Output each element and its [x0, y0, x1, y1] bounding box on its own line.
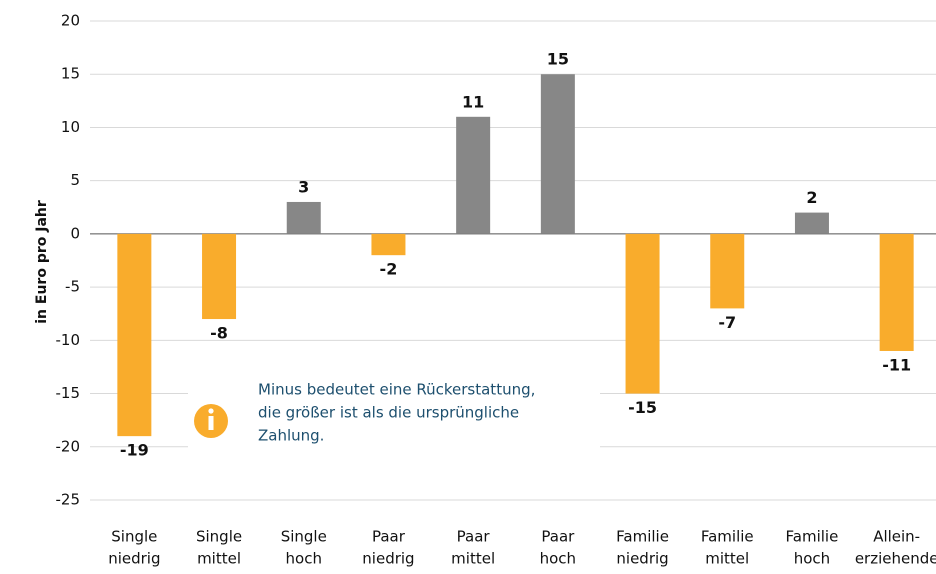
x-tick-label: hoch [540, 550, 576, 568]
x-tick-label: Paar [457, 528, 491, 546]
x-tick-label: Paar [541, 528, 575, 546]
data-label: 11 [462, 92, 484, 111]
bar [202, 233, 237, 320]
bar [456, 116, 491, 234]
data-label: 15 [547, 50, 569, 69]
data-label: 3 [298, 177, 309, 196]
y-tick-label: -20 [56, 437, 81, 455]
x-tick-label: niedrig [362, 550, 414, 568]
x-tick-label: niedrig [108, 550, 160, 568]
x-tick-label: Familie [616, 528, 669, 546]
x-tick-label: hoch [794, 550, 830, 568]
x-tick-label: mittel [705, 550, 749, 568]
y-tick-label: -25 [56, 491, 81, 509]
bar [710, 233, 745, 309]
x-tick-label: mittel [197, 550, 241, 568]
x-tick-label: Allein- [873, 528, 920, 546]
y-axis-label: in Euro pro Jahr [34, 200, 50, 324]
data-label: -8 [210, 324, 228, 343]
x-tick-label: niedrig [616, 550, 668, 568]
annotation-background [188, 364, 600, 464]
bar [117, 233, 152, 437]
x-tick-label: erziehende [855, 550, 936, 568]
x-tick-label: Single [111, 528, 157, 546]
bar [794, 212, 829, 234]
y-tick-label: 10 [61, 118, 80, 136]
y-tick-label: 15 [61, 65, 80, 83]
y-tick-label: 5 [70, 171, 80, 189]
x-tick-label: Single [196, 528, 242, 546]
y-tick-label: 0 [70, 224, 80, 242]
bar [286, 201, 321, 234]
data-label: 2 [806, 188, 817, 207]
y-tick-label: -10 [56, 331, 81, 349]
x-tick-label: hoch [286, 550, 322, 568]
y-tick-label: 20 [61, 12, 80, 30]
data-label: -11 [882, 355, 911, 374]
data-label: -2 [380, 260, 398, 279]
bar [625, 233, 660, 394]
data-label: -7 [718, 313, 736, 332]
y-tick-label: -5 [65, 278, 80, 296]
annotation-text: Zahlung. [258, 427, 324, 445]
info-icon-dot [208, 408, 214, 414]
bar [879, 233, 914, 351]
x-tick-label: Single [281, 528, 327, 546]
bar [371, 233, 406, 256]
x-tick-label: Paar [372, 528, 406, 546]
data-label: -19 [120, 441, 149, 460]
bar [540, 74, 575, 234]
y-tick-label: -15 [56, 384, 81, 402]
annotation-text: die größer ist als die ursprüngliche [258, 404, 519, 422]
x-tick-label: Familie [786, 528, 839, 546]
x-tick-label: mittel [451, 550, 495, 568]
annotation-text: Minus bedeutet eine Rückerstattung, [258, 381, 535, 399]
x-tick-label: Familie [701, 528, 754, 546]
data-label: -15 [628, 398, 657, 417]
info-icon-stem [208, 416, 214, 430]
